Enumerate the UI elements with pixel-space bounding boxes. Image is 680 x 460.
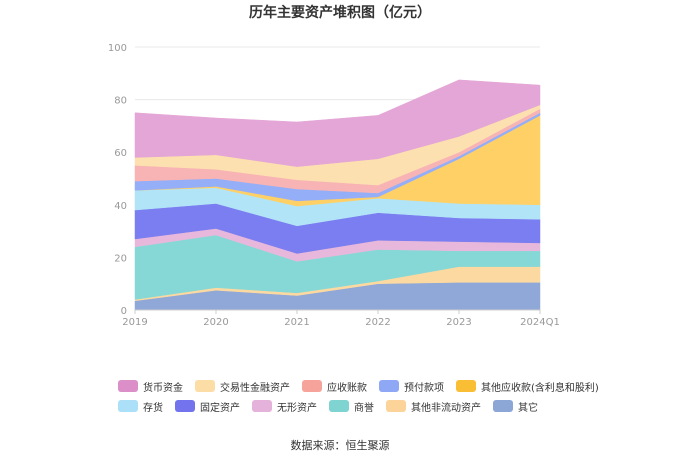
legend-row-1: 货币资金 交易性金融资产 应收账款 预付款项 其他应收款(含利息和股利): [118, 376, 599, 396]
area-layer: [134, 79, 541, 311]
legend-swatch: [456, 380, 476, 392]
y-tick-label: 40: [114, 201, 127, 212]
data-source-note: 数据来源：恒生聚源: [290, 439, 390, 452]
legend-item[interactable]: 货币资金: [118, 379, 183, 394]
legend-swatch: [379, 380, 399, 392]
chart-title: 历年主要资产堆积图（亿元）: [249, 5, 431, 21]
area-series-货币资金: [134, 79, 541, 167]
legend-swatch: [118, 380, 138, 392]
legend-swatch: [386, 400, 406, 412]
y-tick-label: 60: [114, 148, 127, 159]
x-tick-label: 2020: [203, 317, 228, 328]
legend-label: 无形资产: [277, 402, 317, 414]
legend-item[interactable]: 存货: [118, 399, 163, 414]
x-tick-label: 2023: [446, 317, 471, 328]
x-tick-label: 2024Q1: [520, 317, 560, 328]
legend-item[interactable]: 应收账款: [302, 379, 367, 394]
x-tick-label: 2019: [122, 317, 147, 328]
legend-swatch: [493, 400, 513, 412]
y-tick-label: 80: [114, 96, 127, 107]
legend-label: 交易性金融资产: [220, 382, 290, 394]
legend-item[interactable]: 交易性金融资产: [195, 379, 290, 394]
legend-item[interactable]: 其他非流动资产: [386, 399, 481, 414]
y-tick-label: 20: [114, 253, 127, 264]
legend-row-2: 存货 固定资产 无形资产 商誉 其他非流动资产 其它: [118, 396, 598, 416]
legend-swatch: [302, 380, 322, 392]
legend-label: 货币资金: [143, 382, 183, 394]
legend-label: 其他非流动资产: [411, 402, 481, 414]
legend-label: 商誉: [354, 402, 374, 414]
legend-label: 其他应收款(含利息和股利): [481, 382, 599, 394]
axis-layer: 0 20 40 60 80 100 2019 2020 2021 2022 2023 2024Q1: [108, 43, 560, 328]
x-tick-label: 2021: [284, 317, 309, 328]
legend-item[interactable]: 固定资产: [175, 399, 240, 414]
y-tick-label: 0: [121, 306, 127, 317]
legend-label: 存货: [143, 402, 163, 414]
legend-swatch: [252, 400, 272, 412]
legend-label: 其它: [518, 402, 538, 414]
legend-item[interactable]: 其它: [493, 399, 538, 414]
legend-swatch: [175, 400, 195, 412]
legend-swatch: [118, 400, 138, 412]
legend-label: 应收账款: [327, 382, 367, 394]
y-tick-label: 100: [108, 43, 127, 54]
legend-swatch: [195, 380, 215, 392]
legend: 货币资金 交易性金融资产 应收账款 预付款项 其他应收款(含利息和股利) 存货 固定资产 无…: [118, 376, 599, 416]
legend-label: 固定资产: [200, 402, 240, 414]
legend-item[interactable]: 无形资产: [252, 399, 317, 414]
legend-item[interactable]: 预付款项: [379, 379, 444, 394]
legend-item[interactable]: 其他应收款(含利息和股利): [456, 379, 599, 394]
legend-item[interactable]: 商誉: [329, 399, 374, 414]
x-tick-label: 2022: [365, 317, 390, 328]
legend-swatch: [329, 400, 349, 412]
legend-label: 预付款项: [404, 382, 444, 394]
